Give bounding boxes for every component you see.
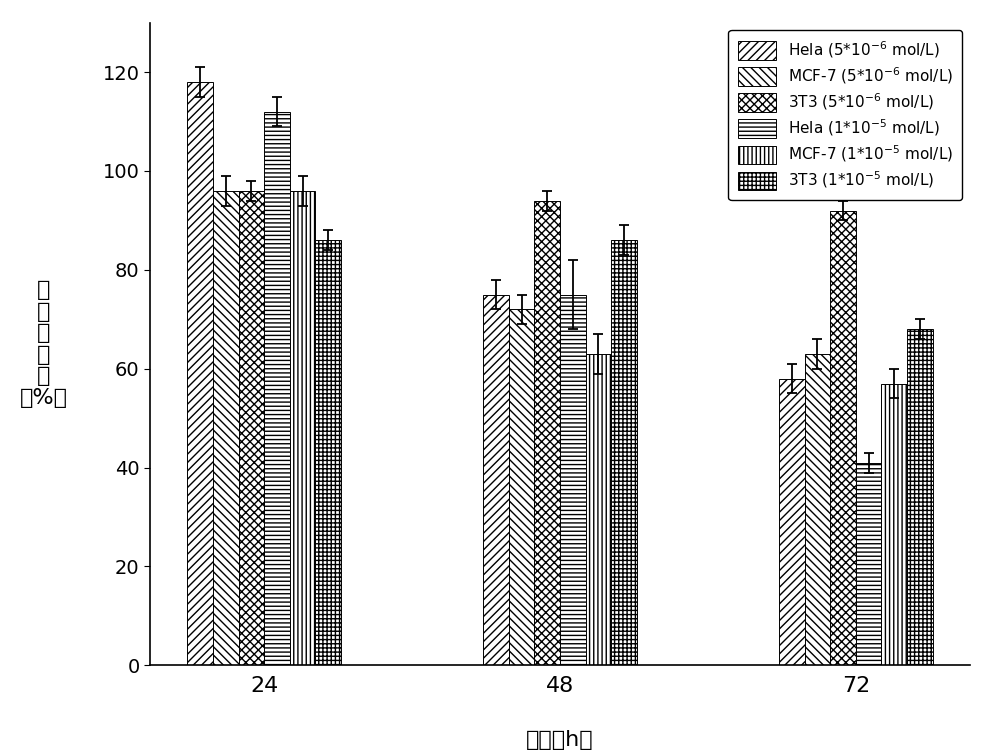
Bar xyxy=(586,354,611,665)
Text: 时间（h）: 时间（h） xyxy=(526,730,594,749)
Bar xyxy=(534,200,560,665)
Bar xyxy=(290,191,315,665)
Bar xyxy=(611,240,637,665)
Bar xyxy=(830,210,856,665)
Legend: Hela (5*10$^{-6}$ mol/L), MCF-7 (5*10$^{-6}$ mol/L), 3T3 (5*10$^{-6}$ mol/L), He: Hela (5*10$^{-6}$ mol/L), MCF-7 (5*10$^{… xyxy=(728,30,962,200)
Bar xyxy=(856,463,881,665)
Bar xyxy=(509,309,534,665)
Bar xyxy=(805,354,830,665)
Bar xyxy=(881,383,907,665)
Bar xyxy=(560,295,586,665)
Bar xyxy=(264,112,290,665)
Bar xyxy=(213,191,239,665)
Bar xyxy=(187,82,213,665)
Text: 细
胞
存
活
率
（%）: 细 胞 存 活 率 （%） xyxy=(19,280,67,408)
Bar xyxy=(779,379,805,665)
Bar xyxy=(239,191,264,665)
Bar xyxy=(907,329,933,665)
Bar xyxy=(315,240,341,665)
Bar xyxy=(483,295,509,665)
